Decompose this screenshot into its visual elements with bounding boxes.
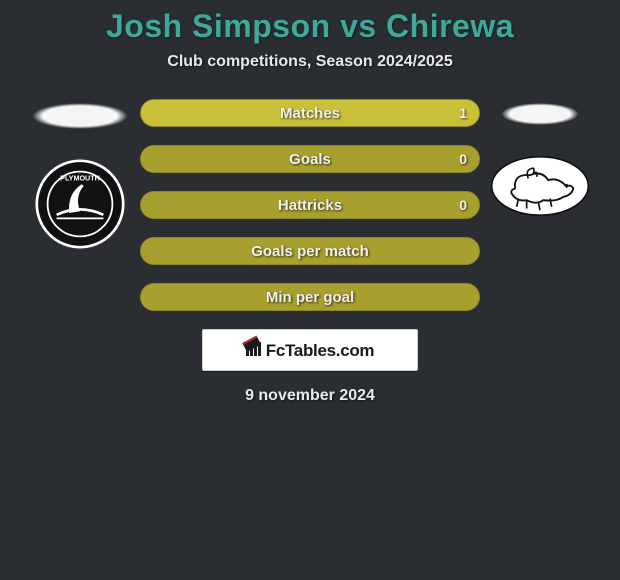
bar-value-right: 1 — [459, 100, 467, 126]
stat-bar: Goals0 — [140, 145, 480, 173]
right-player-column — [480, 99, 600, 217]
stat-bar: Hattricks0 — [140, 191, 480, 219]
stat-bars: Matches1Goals0Hattricks0Goals per matchM… — [140, 99, 480, 311]
plymouth-badge-icon: PLYMOUTH — [35, 159, 125, 249]
player-shadow-left — [32, 103, 128, 129]
stat-bar: Goals per match — [140, 237, 480, 265]
bar-label: Min per goal — [141, 284, 479, 310]
bar-label: Goals — [141, 146, 479, 172]
right-club-badge — [490, 155, 590, 217]
site-brand-text: FcTables.com — [266, 341, 375, 361]
bar-label: Matches — [141, 100, 479, 126]
bar-label: Hattricks — [141, 192, 479, 218]
left-player-column: PLYMOUTH — [20, 99, 140, 249]
subtitle: Club competitions, Season 2024/2025 — [0, 53, 620, 71]
player-shadow-right — [501, 103, 579, 125]
derby-badge-icon — [490, 155, 590, 217]
comparison-card: Josh Simpson vs Chirewa Club competition… — [0, 0, 620, 405]
main-row: PLYMOUTH Matches1Goals0Hattricks0Goals p… — [0, 99, 620, 311]
site-badge[interactable]: FcTables.com — [202, 329, 418, 371]
fctables-logo-icon: FcTables.com — [246, 340, 375, 361]
stat-bar: Min per goal — [140, 283, 480, 311]
bar-value-right: 0 — [459, 146, 467, 172]
date-text: 9 november 2024 — [0, 387, 620, 405]
page-title: Josh Simpson vs Chirewa — [0, 8, 620, 45]
stat-bar: Matches1 — [140, 99, 480, 127]
left-club-badge: PLYMOUTH — [35, 159, 125, 249]
svg-text:PLYMOUTH: PLYMOUTH — [60, 174, 100, 183]
bar-label: Goals per match — [141, 238, 479, 264]
bar-value-right: 0 — [459, 192, 467, 218]
